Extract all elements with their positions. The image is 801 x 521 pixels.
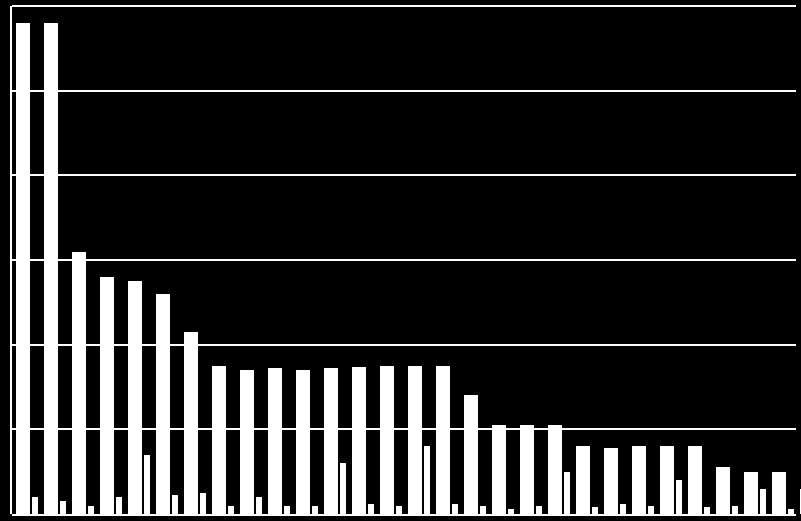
- bar-series-b: [760, 489, 766, 514]
- bar-series-a: [492, 425, 506, 514]
- bar-series-b: [228, 506, 234, 514]
- x-axis: [12, 514, 796, 516]
- bar-series-b: [340, 463, 346, 514]
- bar-series-a: [464, 395, 478, 514]
- bar-series-a: [212, 366, 226, 514]
- bar-series-a: [296, 370, 310, 514]
- bar-series-b: [508, 509, 514, 514]
- bar-series-b: [256, 497, 262, 514]
- bar-series-b: [620, 504, 626, 514]
- bar-series-a: [548, 425, 562, 514]
- bar-series-a: [184, 332, 198, 514]
- bar-series-b: [172, 495, 178, 514]
- bar-series-b: [88, 506, 94, 514]
- gridline: [12, 90, 796, 92]
- bar-series-b: [480, 506, 486, 514]
- bar-series-b: [564, 472, 570, 514]
- bar-series-b: [676, 480, 682, 514]
- bar-series-b: [60, 501, 66, 514]
- bar-series-a: [688, 446, 702, 514]
- bar-series-b: [424, 446, 430, 514]
- bar-series-a: [100, 277, 114, 514]
- bar-series-a: [44, 23, 58, 514]
- bar-series-b: [536, 506, 542, 514]
- bar-series-b: [284, 506, 290, 514]
- bar-series-a: [436, 366, 450, 514]
- bar-series-b: [144, 455, 150, 514]
- bar-series-a: [324, 368, 338, 514]
- bar-series-a: [268, 368, 282, 514]
- bar-series-a: [408, 366, 422, 514]
- bar-series-a: [660, 446, 674, 514]
- bar-series-a: [380, 366, 394, 514]
- bar-series-b: [32, 497, 38, 514]
- bar-series-a: [772, 472, 786, 514]
- bar-series-a: [128, 281, 142, 514]
- bar-series-b: [592, 507, 598, 514]
- y-axis: [10, 6, 12, 514]
- gridline: [12, 5, 796, 7]
- bar-series-b: [396, 506, 402, 514]
- bar-series-a: [520, 425, 534, 514]
- bar-series-a: [744, 472, 758, 514]
- chart-root: [0, 0, 801, 521]
- bar-series-a: [72, 252, 86, 514]
- bar-series-b: [116, 497, 122, 514]
- gridline: [12, 174, 796, 176]
- bar-series-a: [632, 446, 646, 514]
- bar-series-b: [788, 509, 794, 514]
- bar-series-a: [16, 23, 30, 514]
- bar-series-a: [604, 448, 618, 514]
- bar-series-b: [200, 493, 206, 514]
- bar-series-a: [156, 294, 170, 514]
- bar-series-b: [312, 506, 318, 514]
- bar-series-b: [648, 506, 654, 514]
- bar-series-a: [240, 370, 254, 514]
- bar-series-a: [716, 467, 730, 514]
- bar-series-a: [352, 367, 366, 514]
- bar-series-b: [452, 504, 458, 514]
- bar-series-a: [576, 446, 590, 514]
- gridline: [12, 259, 796, 261]
- bar-series-b: [704, 507, 710, 514]
- bar-series-b: [732, 506, 738, 514]
- bar-series-b: [368, 504, 374, 514]
